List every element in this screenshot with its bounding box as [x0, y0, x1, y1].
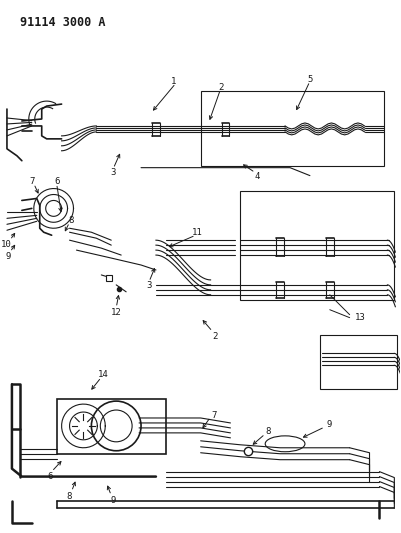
Text: 10: 10 — [0, 240, 11, 249]
Text: 91114 3000 A: 91114 3000 A — [20, 15, 105, 29]
Bar — [320, 335, 397, 389]
Text: 2: 2 — [218, 83, 223, 92]
Text: 2: 2 — [212, 332, 217, 341]
Text: 7: 7 — [29, 177, 34, 186]
Text: 8: 8 — [265, 427, 271, 437]
Text: 8: 8 — [67, 492, 72, 501]
Text: 8: 8 — [69, 216, 74, 225]
Text: 9: 9 — [326, 421, 332, 430]
Text: 13: 13 — [354, 313, 365, 322]
Text: 7: 7 — [211, 410, 216, 419]
Text: 4: 4 — [255, 172, 260, 181]
Text: 9: 9 — [111, 496, 116, 505]
Text: 5: 5 — [307, 75, 313, 84]
Text: 14: 14 — [98, 370, 109, 379]
Text: 3: 3 — [146, 281, 152, 290]
Bar — [200, 91, 385, 166]
Text: 1: 1 — [171, 77, 176, 86]
Bar — [57, 399, 166, 454]
Text: 6: 6 — [47, 472, 53, 481]
Text: 6: 6 — [54, 177, 59, 186]
Text: 12: 12 — [111, 308, 122, 317]
Text: 11: 11 — [192, 228, 203, 237]
Text: 3: 3 — [111, 168, 116, 177]
Bar — [240, 190, 394, 300]
Text: 9: 9 — [5, 252, 11, 261]
